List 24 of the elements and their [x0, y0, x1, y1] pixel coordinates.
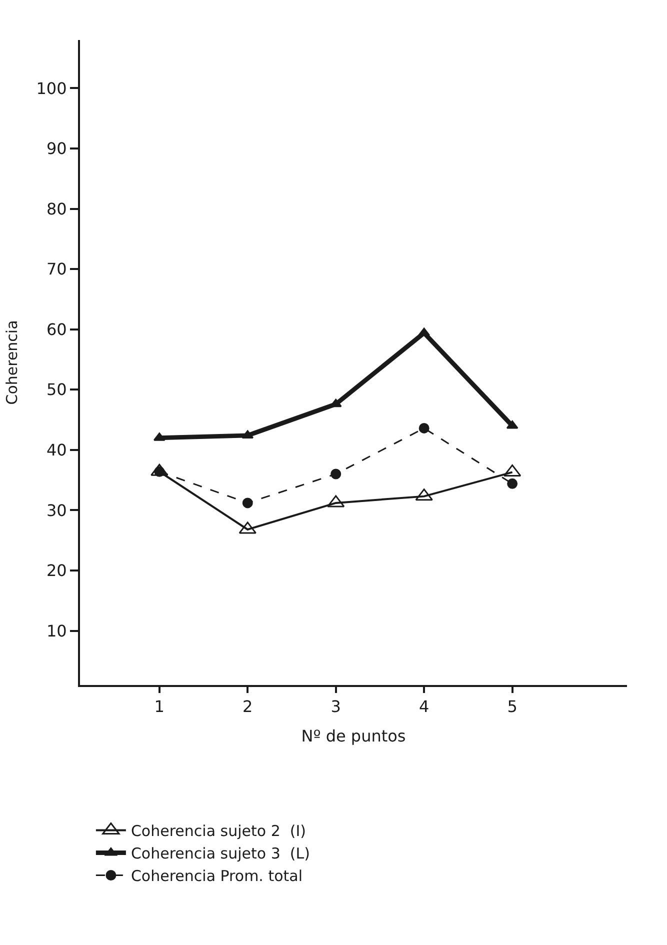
legend-label: Coherencia sujeto 2 (I) [130, 822, 306, 840]
x-tick-label: 4 [418, 697, 430, 716]
point [330, 468, 342, 480]
y-tick-label: 90 [46, 139, 67, 158]
y-tick-label: 50 [46, 380, 67, 400]
y-tick-label: 10 [46, 621, 67, 640]
legend-label: Coherencia Prom. total [130, 867, 303, 886]
x-axis-title: Nº de puntos [301, 726, 406, 746]
y-tick-label: 60 [46, 320, 67, 339]
point [418, 422, 430, 434]
y-tick-label: 80 [46, 199, 67, 218]
legend-label: Coherencia sujeto 3 (L) [130, 844, 310, 863]
point [242, 498, 253, 508]
y-axis-title: Coherencia [3, 320, 22, 405]
y-tick-label: 100 [36, 78, 67, 98]
x-tick-label: 2 [242, 697, 253, 716]
y-tick-label: 70 [46, 260, 67, 279]
x-tick-label: 5 [507, 697, 518, 716]
y-tick-label: 20 [46, 561, 67, 580]
y-tick-label: 30 [46, 500, 67, 520]
x-tick-label: 3 [330, 697, 341, 716]
y-tick-label: 40 [46, 440, 67, 460]
point [507, 478, 518, 489]
x-tick-label: 1 [154, 697, 164, 716]
